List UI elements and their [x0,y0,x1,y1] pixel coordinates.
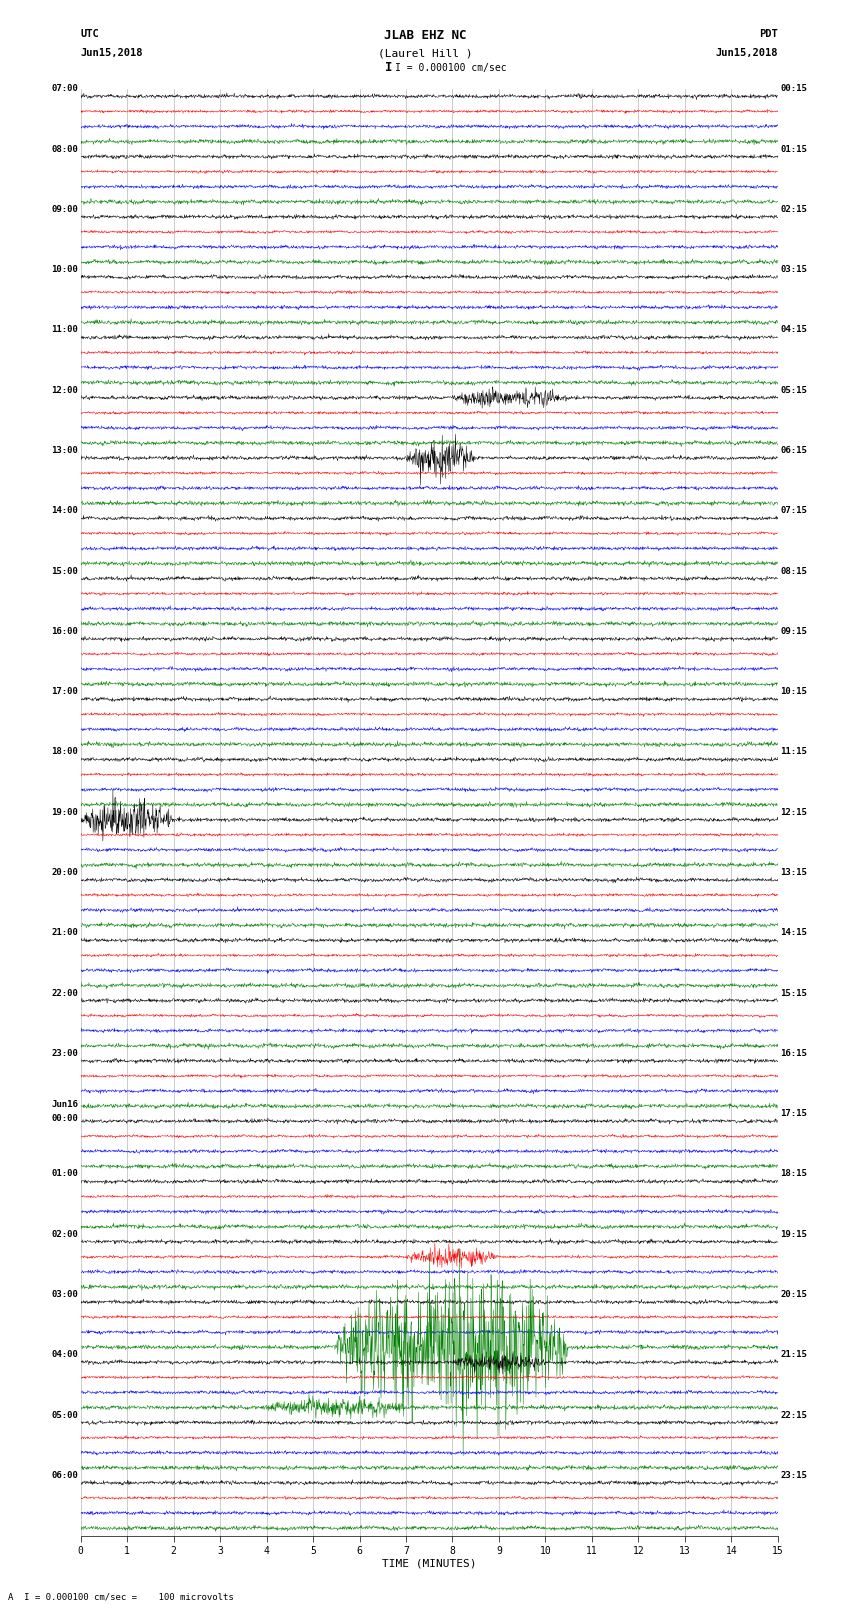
Text: UTC: UTC [81,29,99,39]
Text: 00:15: 00:15 [780,84,808,94]
Text: 05:00: 05:00 [51,1410,78,1419]
Text: 21:00: 21:00 [51,927,78,937]
Text: 12:15: 12:15 [780,808,808,816]
Text: Jun15,2018: Jun15,2018 [81,48,144,58]
Text: 04:15: 04:15 [780,326,808,334]
Text: 13:15: 13:15 [780,868,808,877]
Text: Jun16: Jun16 [51,1100,78,1108]
Text: 05:15: 05:15 [780,386,808,395]
Text: 03:00: 03:00 [51,1290,78,1298]
X-axis label: TIME (MINUTES): TIME (MINUTES) [382,1558,477,1569]
Text: 03:15: 03:15 [780,265,808,274]
Text: 07:15: 07:15 [780,506,808,515]
Text: 08:00: 08:00 [51,145,78,153]
Text: PDT: PDT [759,29,778,39]
Text: 14:15: 14:15 [780,927,808,937]
Text: 14:00: 14:00 [51,506,78,515]
Text: 17:00: 17:00 [51,687,78,697]
Text: 19:15: 19:15 [780,1229,808,1239]
Text: I = 0.000100 cm/sec: I = 0.000100 cm/sec [395,63,507,73]
Text: 19:00: 19:00 [51,808,78,816]
Text: 15:00: 15:00 [51,566,78,576]
Text: 09:00: 09:00 [51,205,78,215]
Text: 09:15: 09:15 [780,627,808,636]
Text: 22:15: 22:15 [780,1410,808,1419]
Text: 07:00: 07:00 [51,84,78,94]
Text: 17:15: 17:15 [780,1110,808,1118]
Text: 08:15: 08:15 [780,566,808,576]
Text: 10:00: 10:00 [51,265,78,274]
Text: 00:00: 00:00 [51,1113,78,1123]
Text: 06:00: 06:00 [51,1471,78,1479]
Text: 11:15: 11:15 [780,747,808,756]
Text: 01:00: 01:00 [51,1169,78,1179]
Text: 04:00: 04:00 [51,1350,78,1360]
Text: 11:00: 11:00 [51,326,78,334]
Text: I: I [385,61,392,74]
Text: JLAB EHZ NC: JLAB EHZ NC [383,29,467,42]
Text: 18:15: 18:15 [780,1169,808,1179]
Text: 20:00: 20:00 [51,868,78,877]
Text: 12:00: 12:00 [51,386,78,395]
Text: 02:00: 02:00 [51,1229,78,1239]
Text: 13:00: 13:00 [51,445,78,455]
Text: 18:00: 18:00 [51,747,78,756]
Text: 06:15: 06:15 [780,445,808,455]
Text: 23:00: 23:00 [51,1048,78,1058]
Text: 16:15: 16:15 [780,1048,808,1058]
Text: 23:15: 23:15 [780,1471,808,1479]
Text: 16:00: 16:00 [51,627,78,636]
Text: 15:15: 15:15 [780,989,808,997]
Text: Jun15,2018: Jun15,2018 [715,48,778,58]
Text: (Laurel Hill ): (Laurel Hill ) [377,48,473,58]
Text: 01:15: 01:15 [780,145,808,153]
Text: 20:15: 20:15 [780,1290,808,1298]
Text: 21:15: 21:15 [780,1350,808,1360]
Text: 02:15: 02:15 [780,205,808,215]
Text: A  I = 0.000100 cm/sec =    100 microvolts: A I = 0.000100 cm/sec = 100 microvolts [8,1592,235,1602]
Text: 22:00: 22:00 [51,989,78,997]
Text: 10:15: 10:15 [780,687,808,697]
